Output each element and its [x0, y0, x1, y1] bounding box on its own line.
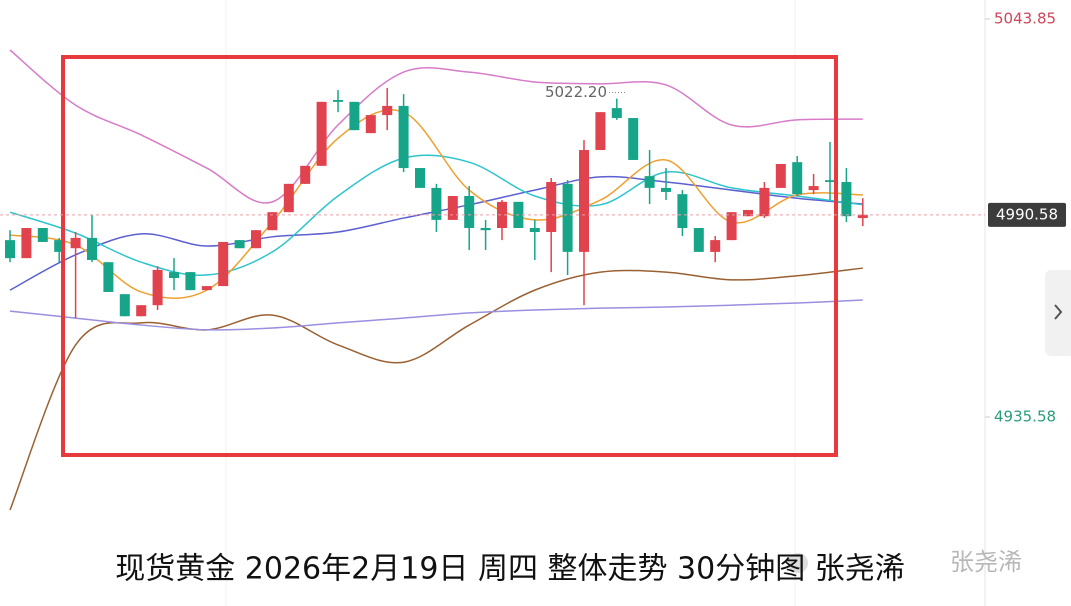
candle-body [382, 105, 393, 116]
candle-body [398, 105, 409, 169]
candle-body [808, 186, 819, 191]
candle-body [529, 227, 540, 233]
candle-body [792, 162, 803, 195]
candle-body [201, 286, 212, 291]
candle-body [21, 227, 32, 259]
candle-body [579, 150, 589, 252]
candle-body [169, 272, 179, 278]
caption: 现货黄金 2026年2月19日 周四 整体走势 30分钟图 张尧浠 [115, 552, 904, 587]
candle-body [103, 262, 114, 292]
candle-body [825, 180, 835, 183]
candle-body [283, 183, 294, 213]
candle-body [267, 212, 278, 231]
candle-body [70, 237, 81, 249]
y-tick-label: 5043.85 [994, 9, 1056, 27]
candle-body [644, 176, 655, 188]
candle-body [857, 214, 868, 219]
candle-body [480, 227, 491, 231]
candle-body [775, 164, 786, 188]
last-price-box [988, 202, 1066, 227]
candle-body [333, 100, 343, 102]
candle-body [464, 195, 475, 228]
indicator-line [9, 49, 863, 204]
candle-body [136, 305, 147, 317]
candle-body [693, 227, 704, 252]
candle-body [628, 118, 639, 160]
candle-body [37, 227, 48, 242]
candle-body [726, 212, 737, 241]
y-tick-label: 4935.58 [994, 408, 1056, 426]
candle-body [87, 237, 97, 260]
candle-body [497, 201, 507, 228]
candle-body [415, 168, 425, 188]
candle-body [365, 115, 376, 134]
candle-body [447, 195, 458, 220]
last-price-label: 4990.58 [996, 205, 1058, 223]
candle-body [841, 182, 852, 217]
candle-body [300, 165, 311, 184]
indicator-line [9, 154, 863, 277]
indicator-lines [9, 49, 863, 511]
candle-body [431, 187, 442, 220]
highlight-box [61, 55, 838, 457]
candle-body [595, 112, 606, 151]
candle-body [119, 294, 130, 317]
candle-body [218, 241, 229, 287]
candle-body [661, 187, 671, 192]
nav-arrow[interactable] [1054, 304, 1063, 320]
candle-body [54, 240, 65, 252]
candle-body [185, 272, 196, 291]
candle-body [349, 101, 360, 131]
candle-body [562, 183, 573, 252]
candle-body [710, 240, 721, 252]
candle-body [5, 240, 15, 259]
candle-body [234, 240, 245, 249]
candle-body [677, 194, 688, 228]
candle-body [152, 269, 163, 306]
candle-body [611, 108, 622, 119]
candle-body [759, 187, 770, 217]
candle-body [743, 209, 753, 217]
nav-button-bg[interactable] [1045, 270, 1071, 356]
watermark: 张尧浠 [950, 548, 1022, 576]
candle-body [251, 230, 261, 249]
nav-button[interactable] [1045, 270, 1071, 356]
candle-body [546, 182, 557, 233]
watermark-icon [788, 553, 808, 573]
candle-body [316, 101, 327, 166]
indicator-line [9, 299, 863, 331]
high-annotation: 5022.20 [545, 83, 607, 101]
indicator-line [9, 109, 863, 299]
candles [5, 87, 868, 319]
